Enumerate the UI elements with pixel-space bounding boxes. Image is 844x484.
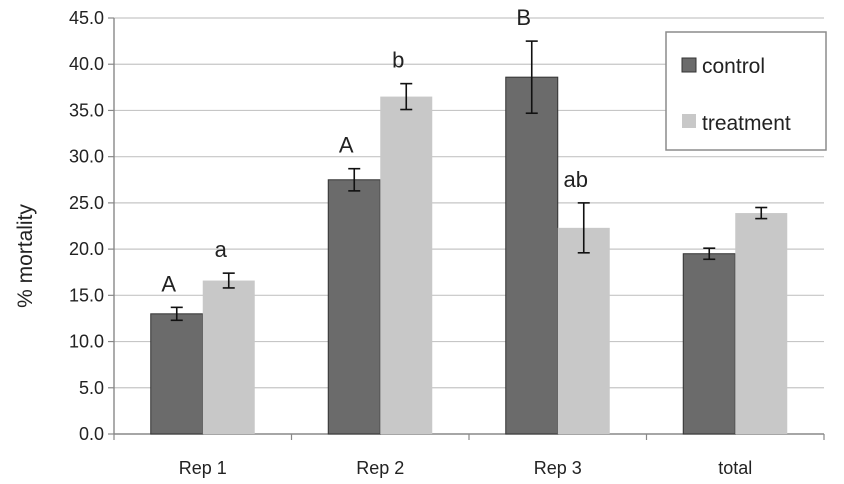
significance-label: A (161, 271, 176, 296)
y-tick-label: 0.0 (79, 424, 104, 444)
x-category-label: Rep 1 (179, 458, 227, 478)
bar-control (682, 253, 736, 435)
y-tick-label: 15.0 (69, 285, 104, 305)
bar-treatment (735, 213, 788, 434)
y-tick-label: 25.0 (69, 193, 104, 213)
y-tick-label: 20.0 (69, 239, 104, 259)
x-category-label: Rep 2 (356, 458, 404, 478)
y-tick-label: 10.0 (69, 332, 104, 352)
bar-control (150, 313, 204, 435)
legend-box (665, 31, 827, 151)
legend-label-control: control (702, 55, 765, 78)
legend-label-treatment: treatment (702, 112, 791, 135)
y-tick-label: 45.0 (69, 8, 104, 28)
x-category-label: total (718, 458, 752, 478)
bar-treatment (380, 96, 433, 435)
bar-control (327, 179, 381, 435)
bars (150, 76, 788, 435)
y-axis-label: % mortality (14, 204, 37, 308)
significance-label: b (392, 48, 404, 73)
error-bars (170, 40, 768, 322)
y-tick-label: 40.0 (69, 54, 104, 74)
y-tick-label: 30.0 (69, 147, 104, 167)
y-tick-label: 35.0 (69, 100, 104, 120)
significance-label: ab (564, 167, 588, 192)
bar-treatment (202, 280, 255, 434)
bar-control (505, 76, 559, 435)
y-tick-label: 5.0 (79, 378, 104, 398)
significance-label: A (339, 133, 354, 158)
x-category-label: Rep 3 (534, 458, 582, 478)
legend: control treatment (665, 31, 827, 151)
significance-label: B (516, 5, 531, 30)
significance-label: a (215, 237, 228, 262)
bar-treatment (557, 227, 610, 434)
legend-swatch-control (681, 57, 697, 73)
axes: 0.0 5.0 10.0 15.0 20.0 25.0 30.0 35.0 40.0 45.0 Re… (69, 8, 825, 478)
legend-swatch-treatment (682, 114, 696, 128)
